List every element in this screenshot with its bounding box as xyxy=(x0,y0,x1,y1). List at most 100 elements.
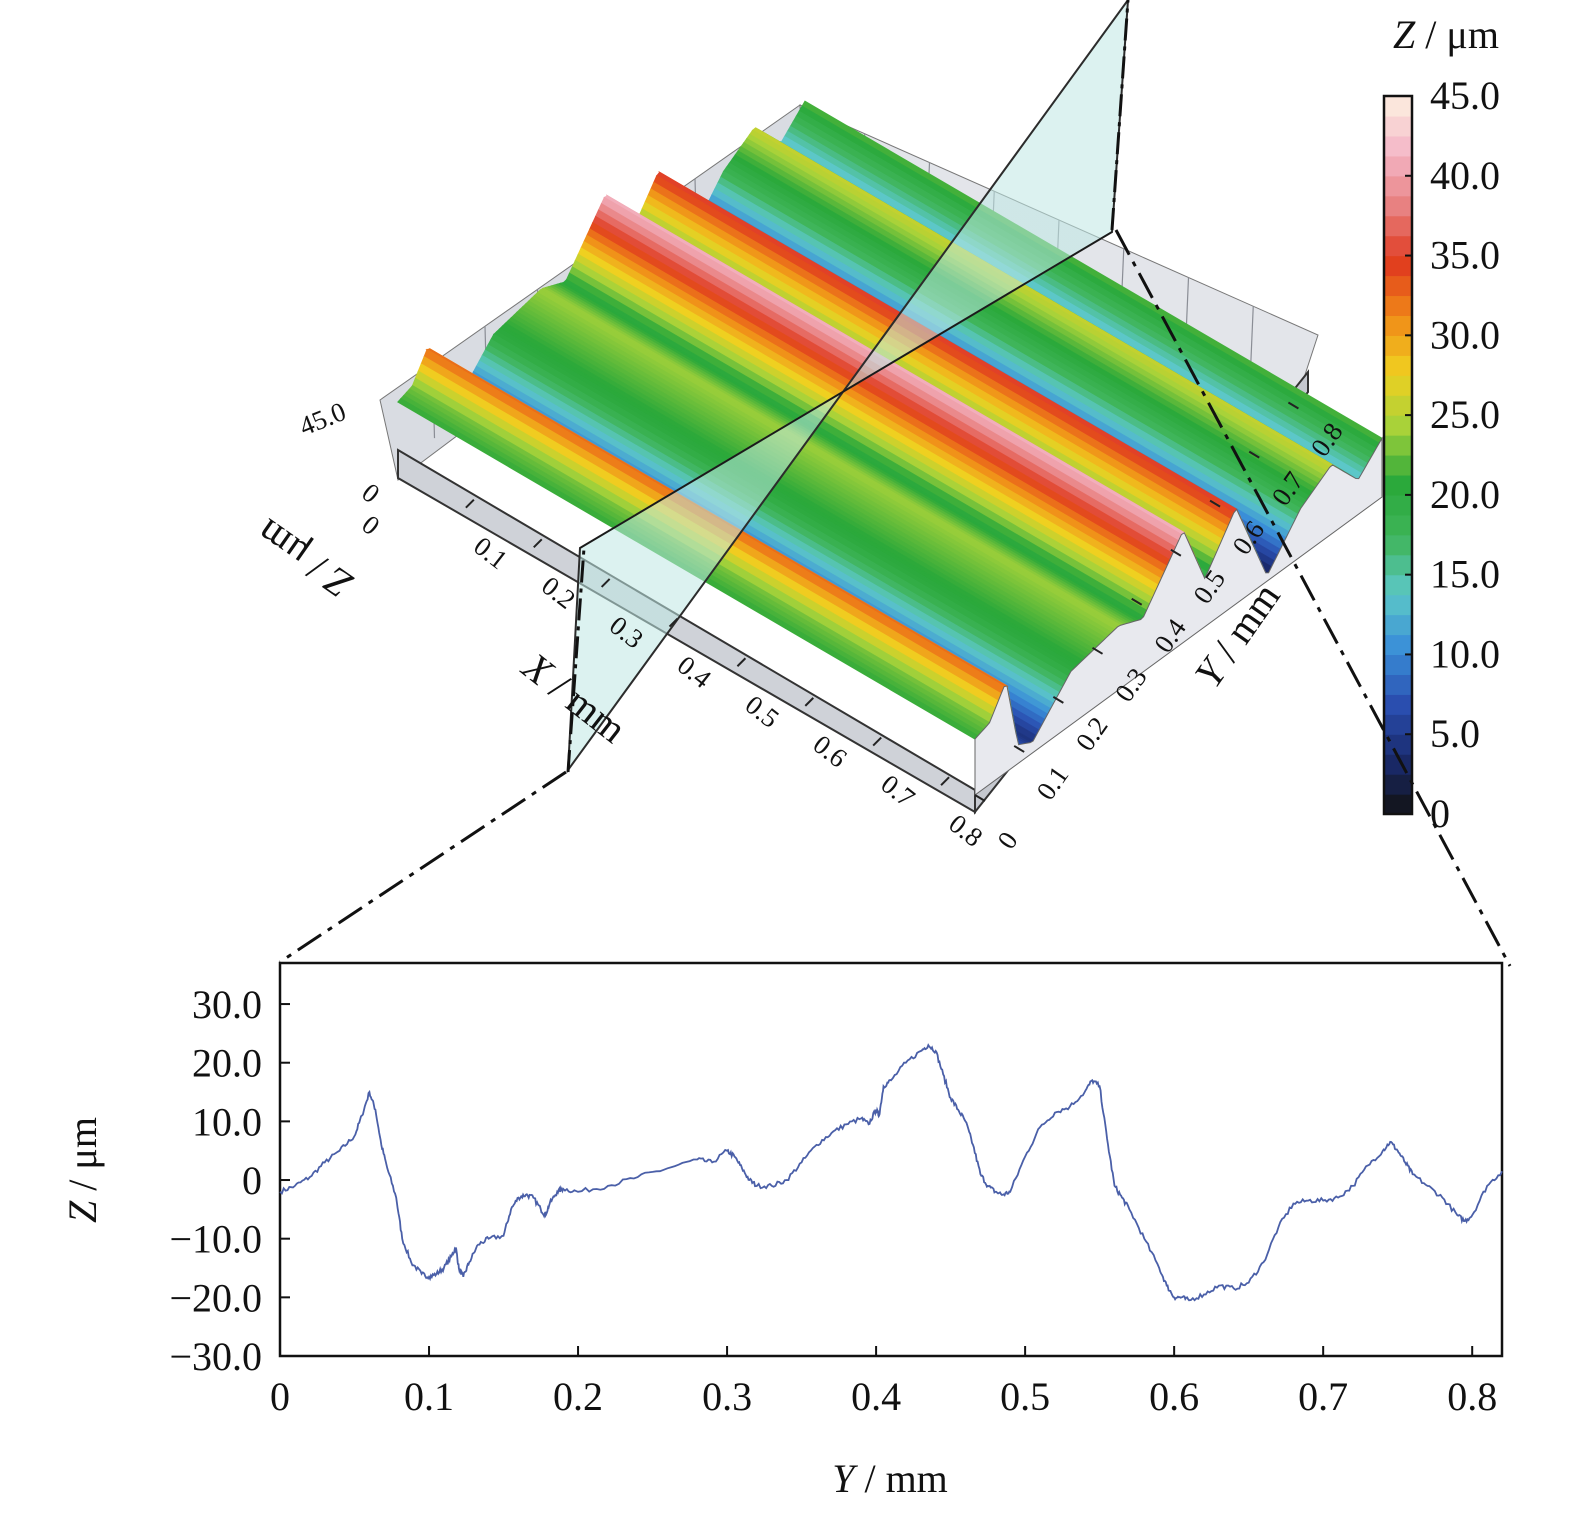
z-tick-max: 45.0 xyxy=(295,396,350,442)
profile-y-ticks: 30.0 20.0 10.0 0 −10.0 −20.0 −30.0 xyxy=(169,982,290,1379)
colorbar-title: Z / μm xyxy=(1393,12,1499,57)
colorbar-cell xyxy=(1384,355,1412,376)
colorbar-cell xyxy=(1384,474,1412,496)
surface-stripes xyxy=(397,100,1383,796)
colorbar-cell xyxy=(1384,295,1412,316)
profile-y-axis-label: Z / μm xyxy=(60,1117,105,1223)
x-floor-tick xyxy=(668,617,679,628)
colorbar-cell xyxy=(1384,275,1412,297)
profile-y-tick-label: −10.0 xyxy=(169,1217,262,1262)
colorbar-cell xyxy=(1384,534,1412,556)
profile-y-tick-label: −20.0 xyxy=(169,1275,262,1320)
colorbar-cells xyxy=(1384,96,1412,815)
profile-x-axis-label: Y / mm xyxy=(832,1456,948,1501)
colorbar-tick-label: 15.0 xyxy=(1430,552,1500,597)
floor-ticks xyxy=(465,401,1299,802)
colorbar-tick-label: 35.0 xyxy=(1430,233,1500,278)
x-floor-tick xyxy=(600,578,611,588)
x-floor-tick xyxy=(533,538,543,549)
y-floor-tick xyxy=(1052,696,1064,704)
profile-x-tick-label: 0.8 xyxy=(1447,1374,1497,1419)
x-floor-tick xyxy=(804,697,815,707)
colorbar-cell xyxy=(1384,395,1412,416)
x-floor-tick xyxy=(872,736,882,747)
connector-left xyxy=(279,770,567,964)
profile-y-tick-label: 20.0 xyxy=(192,1041,262,1086)
profile-y-tick-label: 0 xyxy=(242,1158,262,1203)
colorbar-tick-label: 45.0 xyxy=(1430,73,1500,118)
profile-x-tick-label: 0.4 xyxy=(851,1374,901,1419)
y-floor-tick xyxy=(1092,646,1104,655)
z-tick-0: 0 xyxy=(356,477,385,509)
colorbar-cell xyxy=(1384,654,1412,675)
colorbar-cell xyxy=(1384,794,1412,815)
colorbar-tick-label: 25.0 xyxy=(1430,392,1500,437)
y-floor-tick xyxy=(1131,597,1143,606)
z-axis-3d-label-rot: Z / μm xyxy=(248,510,361,608)
colorbar-cell xyxy=(1384,255,1412,277)
y-tick-3d-label: 0.1 xyxy=(1031,761,1075,806)
colorbar: Z / μm 45.0 40.0 35.0 30.0 25.0 20.0 15.0 10.0 5… xyxy=(1382,12,1500,836)
x-origin-label: 0 xyxy=(356,509,385,541)
y-floor-tick xyxy=(1170,548,1182,557)
y-floor-tick xyxy=(1013,745,1025,753)
colorbar-cell xyxy=(1384,455,1412,476)
profile-x-tick-label: 0.7 xyxy=(1298,1374,1348,1419)
colorbar-cell xyxy=(1384,135,1412,157)
colorbar-tick-label: 40.0 xyxy=(1430,153,1500,198)
y-floor-tick xyxy=(974,794,986,802)
section-plane-edge xyxy=(579,231,1113,549)
colorbar-cell xyxy=(1384,734,1412,755)
profile-y-tick-label: −30.0 xyxy=(169,1334,262,1379)
colorbar-cell xyxy=(1384,195,1412,217)
profile-x-tick-label: 0.6 xyxy=(1149,1374,1199,1419)
colorbar-cell xyxy=(1384,335,1412,356)
colorbar-cell xyxy=(1384,155,1412,177)
colorbar-cell xyxy=(1384,494,1412,516)
profile-line xyxy=(279,1043,1503,1302)
colorbar-cell xyxy=(1384,235,1412,257)
colorbar-cell xyxy=(1384,96,1412,117)
colorbar-frame xyxy=(1382,94,1414,816)
colorbar-cell xyxy=(1384,375,1412,396)
profile-x-ticks: 0 0.1 0.2 0.3 0.4 0.5 0.6 0.7 0.8 xyxy=(270,1346,1497,1419)
colorbar-cell xyxy=(1384,514,1412,536)
colorbar-tick-label: 0 xyxy=(1430,791,1450,836)
profile-x-tick-label: 0.3 xyxy=(702,1374,752,1419)
colorbar-tick-label: 30.0 xyxy=(1430,312,1500,357)
y-tick-3d-label: 0 xyxy=(991,826,1023,854)
profile-x-tick-label: 0 xyxy=(270,1374,290,1419)
colorbar-cell xyxy=(1384,435,1412,456)
colorbar-cell xyxy=(1384,574,1412,596)
colorbar-cell xyxy=(1384,115,1412,137)
y-floor-tick xyxy=(1209,499,1221,508)
colorbar-tick-label: 5.0 xyxy=(1430,711,1480,756)
colorbar-ticks: 45.0 40.0 35.0 30.0 25.0 20.0 15.0 10.0 5.0 0 xyxy=(1405,73,1500,836)
x-floor-tick xyxy=(736,657,747,667)
profile-x-tick-label: 0.5 xyxy=(1000,1374,1050,1419)
colorbar-cell xyxy=(1384,554,1412,576)
profile-y-tick-label: 10.0 xyxy=(192,1099,262,1144)
y-floor-tick xyxy=(1248,450,1260,459)
colorbar-tick-label: 10.0 xyxy=(1430,631,1500,676)
colorbar-cell xyxy=(1384,714,1412,735)
profile-y-tick-label: 30.0 xyxy=(192,982,262,1027)
colorbar-cell xyxy=(1384,215,1412,237)
colorbar-cell xyxy=(1384,614,1412,636)
x-tick-3d-label: 0.8 xyxy=(943,808,988,852)
colorbar-cell xyxy=(1384,694,1412,715)
section-plane-back-edge xyxy=(1110,0,1130,231)
profile-chart: 0 0.1 0.2 0.3 0.4 0.5 0.6 0.7 0.8 30.020.010.00−… xyxy=(60,961,1504,1501)
colorbar-cell xyxy=(1384,175,1412,197)
connector-right xyxy=(1114,229,1512,967)
colorbar-cell xyxy=(1384,774,1412,795)
colorbar-tick-label: 20.0 xyxy=(1430,472,1500,517)
y-floor-tick xyxy=(1287,401,1299,410)
profile-plot-frame xyxy=(278,961,1504,1358)
surface-front-profile-wall xyxy=(974,436,1383,796)
profile-x-tick-label: 0.2 xyxy=(553,1374,603,1419)
colorbar-cell xyxy=(1384,594,1412,616)
colorbar-cell xyxy=(1384,674,1412,695)
profile-x-tick-label: 0.1 xyxy=(404,1374,454,1419)
